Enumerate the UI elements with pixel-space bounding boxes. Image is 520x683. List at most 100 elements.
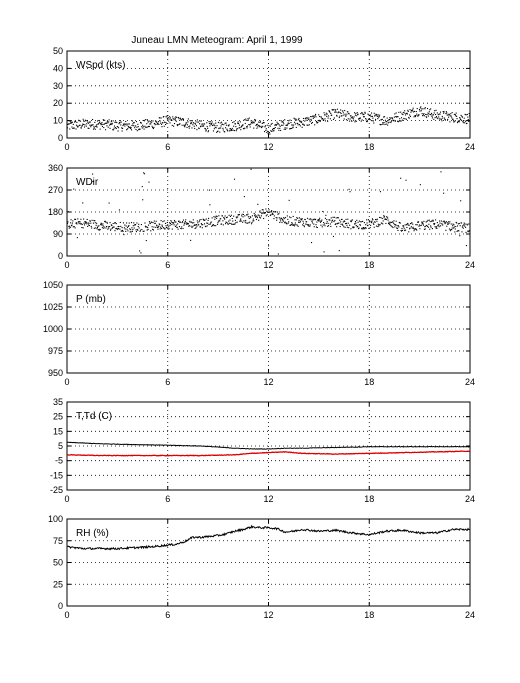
- wspd-point: [363, 113, 365, 115]
- wdir-point: [241, 213, 243, 215]
- wspd-point: [246, 125, 249, 127]
- wdir-point: [139, 250, 141, 252]
- wspd-point: [406, 113, 408, 115]
- wspd-point: [367, 113, 369, 115]
- wspd-point: [436, 117, 438, 119]
- wdir-point: [105, 225, 108, 228]
- wspd-x-tick-label: 12: [263, 142, 273, 152]
- wspd-point: [288, 120, 290, 122]
- wspd-point: [328, 110, 330, 112]
- wspd-point: [386, 120, 388, 123]
- wdir-point: [131, 227, 133, 229]
- wspd-point: [103, 127, 105, 129]
- wspd-point: [429, 109, 431, 111]
- wdir-point: [431, 220, 433, 222]
- wspd-point: [352, 117, 354, 119]
- wspd-point: [272, 130, 274, 132]
- wspd-point: [232, 129, 234, 131]
- wspd-point: [310, 116, 312, 118]
- wdir-point: [234, 223, 236, 225]
- wspd-point: [231, 129, 233, 131]
- wspd-point: [75, 128, 77, 130]
- wspd-point: [298, 119, 300, 121]
- wspd-point: [174, 118, 176, 120]
- wdir-point: [296, 224, 298, 226]
- wdir-point: [295, 219, 297, 221]
- wdir-point: [127, 225, 129, 227]
- pressure-x-tick-label: 0: [64, 377, 69, 387]
- wdir-point: [234, 219, 236, 221]
- wspd-point: [196, 119, 198, 121]
- wdir-point: [256, 215, 258, 217]
- wspd-point: [255, 125, 257, 127]
- wdir-point: [203, 219, 205, 221]
- wdir-point: [397, 225, 399, 227]
- wdir-point: [438, 226, 440, 228]
- wdir-point: [224, 215, 226, 217]
- wdir-point: [135, 224, 137, 226]
- wdir-point: [408, 231, 410, 233]
- wdir-point: [410, 226, 412, 228]
- wdir-point: [464, 223, 466, 225]
- wdir-point: [186, 223, 188, 225]
- wspd-point: [172, 118, 174, 120]
- wdir-point: [108, 202, 110, 204]
- wspd-point: [106, 125, 108, 127]
- wspd-point: [256, 127, 258, 129]
- wspd-panel-label: WSpd (kts): [76, 60, 125, 71]
- wdir-point: [110, 224, 112, 226]
- wspd-point: [281, 121, 283, 123]
- wspd-point: [385, 123, 387, 125]
- wspd-point: [345, 119, 348, 121]
- wspd-point: [116, 122, 118, 124]
- rh-y-tick-label: 50: [53, 558, 63, 568]
- wdir-point: [111, 227, 113, 229]
- wdir-point: [153, 226, 155, 228]
- pressure-y-tick-label: 1000: [43, 324, 63, 334]
- wspd-point: [255, 124, 258, 126]
- wdir-point: [209, 223, 211, 225]
- wdir-point: [200, 223, 202, 225]
- wspd-point: [347, 118, 349, 120]
- wdir-point: [225, 217, 228, 219]
- wspd-point: [285, 128, 287, 130]
- wdir-point: [396, 225, 398, 227]
- wspd-point: [445, 111, 447, 113]
- wdir-point: [388, 223, 390, 225]
- temp-dewpoint-y-tick-label: -5: [55, 456, 63, 466]
- wdir-point: [212, 224, 215, 226]
- wspd-point: [306, 124, 308, 126]
- wspd-point: [82, 118, 84, 120]
- wspd-point: [199, 126, 202, 128]
- wdir-point: [106, 222, 108, 224]
- wdir-x-tick-label: 6: [165, 260, 170, 270]
- wdir-point: [325, 214, 327, 216]
- wdir-point: [206, 225, 208, 227]
- wspd-point: [143, 128, 145, 130]
- wspd-point: [421, 113, 423, 115]
- wdir-point: [379, 216, 381, 219]
- wspd-point: [289, 128, 291, 130]
- wdir-point: [427, 226, 429, 228]
- wdir-point: [184, 220, 186, 223]
- wdir-point: [332, 235, 335, 237]
- wspd-point: [425, 116, 427, 118]
- wspd-point: [66, 123, 68, 125]
- wdir-point: [322, 210, 324, 213]
- wspd-point: [233, 130, 236, 132]
- wspd-point: [169, 122, 171, 124]
- wdir-point: [346, 224, 348, 226]
- wdir-point: [106, 221, 108, 223]
- wspd-point: [177, 116, 180, 119]
- wdir-point: [213, 225, 215, 227]
- wdir-point: [302, 224, 304, 226]
- wspd-point: [221, 123, 223, 125]
- wspd-point: [128, 127, 130, 129]
- wdir-point: [436, 227, 438, 230]
- wdir-point: [271, 213, 273, 215]
- wspd-point: [207, 131, 209, 133]
- wdir-point: [86, 223, 88, 225]
- wdir-point: [460, 200, 462, 202]
